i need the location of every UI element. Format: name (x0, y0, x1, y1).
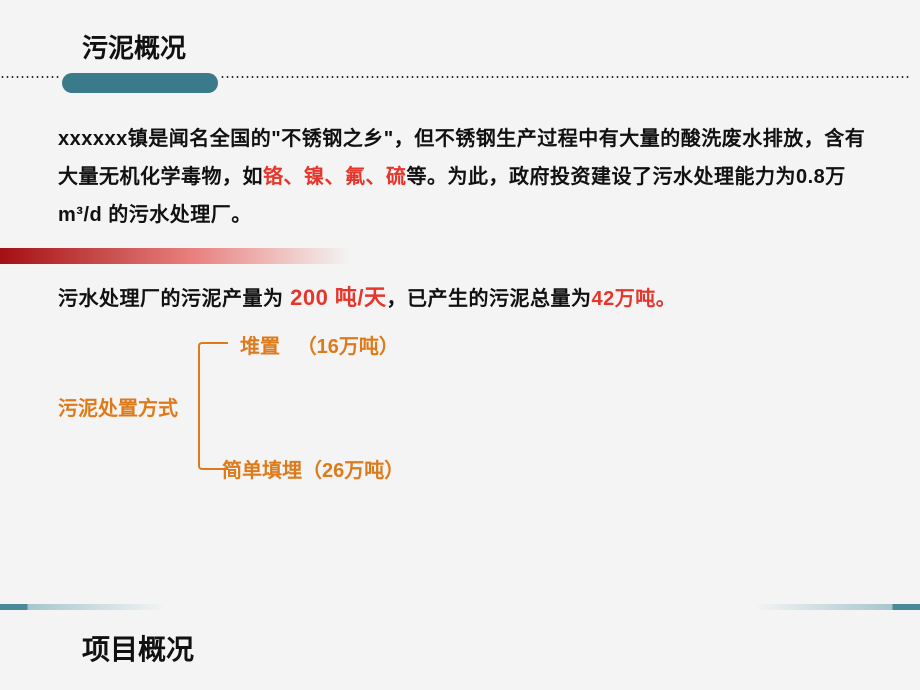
section-title-wrap: 污泥概况 (82, 28, 186, 65)
bottom-accent-bar (0, 604, 920, 610)
dotted-line-right (220, 76, 910, 78)
slide: 污泥概况 xxxxxx镇是闻名全国的"不锈钢之乡"，但不锈钢生产过程中有大量的酸… (0, 0, 920, 690)
red-gradient-bar (0, 248, 350, 264)
dotted-line-left (0, 76, 60, 78)
disposal-diagram: 污泥处置方式 堆置 （16万吨） 简单填埋（26万吨） (58, 320, 498, 490)
teal-pill-accent (62, 73, 218, 93)
branch-top-label: 堆置 (240, 336, 280, 358)
footer-section-title: 项目概况 (82, 628, 194, 668)
branch-bot-value: （26万吨） (302, 460, 404, 482)
para2-text-b: ，已产生的污泥总量为 (387, 288, 592, 310)
para2-total: 42万吨。 (592, 288, 677, 310)
para2-text-a: 污水处理厂的污泥产量为 (58, 288, 284, 310)
branch-bot-label: 简单填埋 (222, 460, 302, 482)
title-underline-row (0, 74, 910, 80)
section-title: 污泥概况 (82, 28, 186, 65)
diagram-branch-bottom: 简单填埋（26万吨） (222, 454, 404, 483)
diagram-root-label: 污泥处置方式 (58, 392, 178, 421)
paragraph-2: 污水处理厂的污泥产量为 200 吨/天，已产生的污泥总量为42万吨。 (58, 280, 876, 312)
branch-top-value: （16万吨） (297, 336, 399, 358)
paragraph-1: xxxxxx镇是闻名全国的"不锈钢之乡"，但不锈钢生产过程中有大量的酸洗废水排放… (58, 120, 876, 234)
para1-highlight-toxins: 铬、镍、氟、硫 (263, 166, 407, 188)
diagram-branch-top: 堆置 （16万吨） (240, 330, 399, 359)
para2-daily-output: 200 吨/天 (284, 285, 387, 310)
diagram-bracket (198, 342, 228, 470)
